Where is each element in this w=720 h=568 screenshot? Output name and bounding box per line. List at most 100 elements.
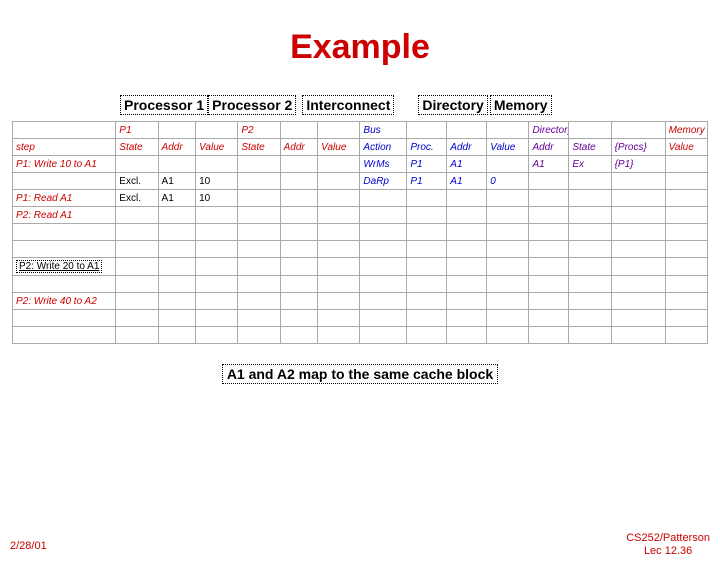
table-cell xyxy=(318,224,360,241)
table-cell xyxy=(318,173,360,190)
table-cell xyxy=(280,241,318,258)
table-cell xyxy=(238,207,280,224)
table-cell xyxy=(318,156,360,173)
table-cell: Proc. xyxy=(407,139,447,156)
table-cell xyxy=(487,122,529,139)
table-cell: Value xyxy=(196,139,238,156)
table-cell xyxy=(116,258,158,276)
table-cell: Value xyxy=(487,139,529,156)
table-cell xyxy=(665,173,707,190)
table-cell xyxy=(447,224,487,241)
table-cell xyxy=(611,224,665,241)
table-cell xyxy=(665,156,707,173)
table-cell xyxy=(407,310,447,327)
table-cell xyxy=(529,173,569,190)
table-cell xyxy=(196,156,238,173)
table-cell: P1: Write 10 to A1 xyxy=(13,156,116,173)
table-cell: State xyxy=(238,139,280,156)
table-cell: P2: Write 20 to A1 xyxy=(13,258,116,276)
table-cell xyxy=(280,224,318,241)
table-cell xyxy=(13,224,116,241)
title-text: Example xyxy=(290,28,430,66)
table-cell xyxy=(529,310,569,327)
table-cell xyxy=(238,310,280,327)
table-cell xyxy=(116,276,158,293)
table-cell xyxy=(318,310,360,327)
table-cell xyxy=(116,241,158,258)
footer-course: CS252/Patterson xyxy=(626,532,710,545)
table-cell xyxy=(196,241,238,258)
table-cell xyxy=(318,207,360,224)
footer-date: 2/28/01 xyxy=(10,540,47,552)
table-cell xyxy=(487,258,529,276)
table-cell xyxy=(360,327,407,344)
table-cell xyxy=(611,190,665,207)
table-row: P2: Write 40 to A2 xyxy=(13,293,708,310)
table-cell xyxy=(529,207,569,224)
table-cell xyxy=(360,293,407,310)
example-table: P1P2BusDirectoryMemorystepStateAddrValue… xyxy=(12,121,708,344)
section-header: Interconnect xyxy=(302,95,394,115)
table-cell: A1 xyxy=(447,156,487,173)
table-cell xyxy=(280,156,318,173)
table-cell xyxy=(487,310,529,327)
table-cell xyxy=(13,310,116,327)
table-cell xyxy=(569,173,611,190)
table-cell xyxy=(569,327,611,344)
table-cell: A1 xyxy=(447,173,487,190)
table-cell: P1 xyxy=(407,173,447,190)
table-cell xyxy=(280,293,318,310)
table-row xyxy=(13,224,708,241)
table-cell xyxy=(487,156,529,173)
table-cell xyxy=(360,310,407,327)
table-cell xyxy=(318,276,360,293)
table-cell xyxy=(318,258,360,276)
table-cell: P2: Write 40 to A2 xyxy=(13,293,116,310)
table-cell xyxy=(569,122,611,139)
table-cell: {P1} xyxy=(611,156,665,173)
table-cell xyxy=(611,207,665,224)
table-cell xyxy=(280,258,318,276)
table-cell: Value xyxy=(318,139,360,156)
table-cell xyxy=(116,156,158,173)
table-cell: Memory xyxy=(665,122,707,139)
table-cell xyxy=(116,224,158,241)
table-cell xyxy=(13,173,116,190)
table-cell xyxy=(280,173,318,190)
table-cell xyxy=(665,276,707,293)
table-cell xyxy=(569,241,611,258)
table-cell xyxy=(318,241,360,258)
table-cell xyxy=(407,276,447,293)
table-cell xyxy=(196,258,238,276)
table-row: P2: Read A1 xyxy=(13,207,708,224)
table-cell xyxy=(196,122,238,139)
table-cell: P2: Read A1 xyxy=(13,207,116,224)
table-cell xyxy=(13,122,116,139)
table-cell xyxy=(487,293,529,310)
table-cell xyxy=(611,122,665,139)
table-row: Excl.A110DaRpP1A10 xyxy=(13,173,708,190)
table-cell xyxy=(280,207,318,224)
table-row: stepStateAddrValueStateAddrValueActionPr… xyxy=(13,139,708,156)
table-cell xyxy=(158,122,196,139)
table-cell xyxy=(158,156,196,173)
table-cell xyxy=(318,190,360,207)
table-cell xyxy=(447,327,487,344)
table-cell xyxy=(158,241,196,258)
table-cell xyxy=(196,224,238,241)
table-cell xyxy=(158,258,196,276)
table-cell xyxy=(447,190,487,207)
table-cell xyxy=(611,276,665,293)
table-row xyxy=(13,276,708,293)
table-cell xyxy=(158,276,196,293)
table-cell xyxy=(196,310,238,327)
table-cell xyxy=(238,190,280,207)
table-cell: Addr xyxy=(529,139,569,156)
table-cell: Ex xyxy=(569,156,611,173)
table-row xyxy=(13,327,708,344)
table-cell xyxy=(13,241,116,258)
table-cell xyxy=(13,276,116,293)
table-cell: 0 xyxy=(487,173,529,190)
table-cell xyxy=(196,207,238,224)
table-cell xyxy=(611,327,665,344)
